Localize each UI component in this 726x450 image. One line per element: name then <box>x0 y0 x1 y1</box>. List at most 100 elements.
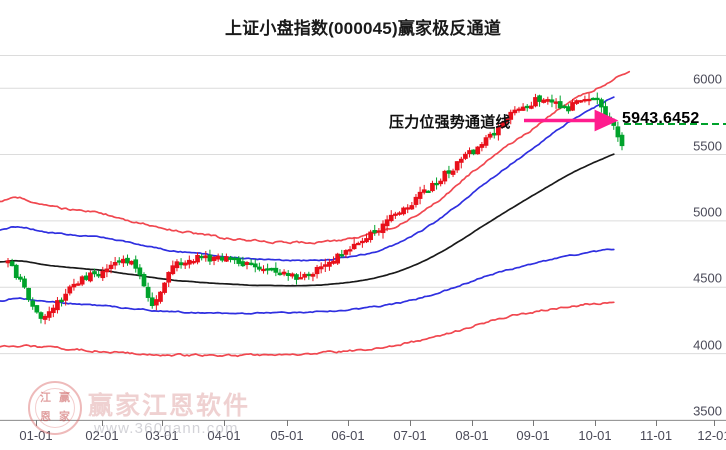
channel-bands <box>0 70 631 358</box>
candle-body-fill <box>105 269 109 272</box>
candle-body <box>269 267 275 271</box>
gridlines <box>0 87 726 420</box>
candle-body <box>372 230 378 233</box>
candle-body-fill <box>68 286 72 293</box>
candle-body-fill <box>323 264 328 267</box>
candle-body-fill <box>504 119 509 123</box>
x-axis-tick <box>714 420 715 426</box>
x-axis-tick <box>656 420 657 426</box>
x-axis-tick-label: 02-01 <box>85 428 119 443</box>
candle-body-fill <box>521 107 525 111</box>
x-axis-tick-label: 01-01 <box>19 428 53 443</box>
candle-body-fill <box>175 261 179 268</box>
candle-body <box>339 254 345 257</box>
plot-area[interactable]: 6000 5500 5000 4500 4000 3500 <box>0 55 726 420</box>
candle-body <box>30 300 36 307</box>
candle-body-fill <box>109 265 113 269</box>
candle-body-fill <box>282 272 286 274</box>
x-axis-line <box>0 420 726 421</box>
candle-body-fill <box>475 147 480 154</box>
candle-body <box>425 190 431 193</box>
candle-body <box>434 182 439 186</box>
candle-body <box>236 257 242 264</box>
candle-body-fill <box>496 127 501 135</box>
candle-body-fill <box>574 100 579 104</box>
candle-body-fill <box>47 311 52 318</box>
candle-body-fill <box>80 276 84 284</box>
candle-body <box>615 126 621 138</box>
candle-body-fill <box>397 212 402 215</box>
channel-band-line <box>0 96 615 262</box>
candle-body-fill <box>162 283 167 293</box>
candle-body <box>13 264 19 279</box>
x-axis-tick-label: 07-01 <box>393 428 427 443</box>
candle-body <box>92 271 97 275</box>
candle-body-fill <box>55 300 60 310</box>
x-axis-tick <box>224 420 225 426</box>
candle-body <box>557 101 563 109</box>
candle-body-fill <box>344 250 348 255</box>
candle-body-fill <box>513 110 517 113</box>
candle-body <box>149 297 155 307</box>
candle-body-fill <box>113 262 117 265</box>
candle-body <box>145 286 151 298</box>
candle-body <box>471 149 477 155</box>
candle-body <box>137 267 143 276</box>
y-axis-tick-label: 4000 <box>693 337 722 353</box>
x-axis-tick <box>595 420 596 426</box>
candle-body-fill <box>327 262 332 267</box>
candle-body <box>116 260 122 263</box>
candle-body-fill <box>480 144 484 148</box>
candle-body <box>619 134 625 147</box>
candle-body-fill <box>364 238 369 242</box>
candle-body-fill <box>546 99 550 102</box>
candle-body-fill <box>331 261 336 264</box>
candle-body-fill <box>381 224 385 233</box>
candle-body-fill <box>484 137 488 146</box>
page-title: 上证小盘指数(000045)赢家极反通道 <box>224 19 502 38</box>
candle-body-fill <box>385 219 389 226</box>
candle-body-fill <box>529 106 534 109</box>
candle-body-fill <box>290 274 295 276</box>
candle-body <box>96 273 102 277</box>
x-axis-tick <box>287 420 288 426</box>
candle-body-fill <box>356 243 361 245</box>
candle-body-fill <box>533 97 538 106</box>
channel-band-line <box>0 301 615 358</box>
x-axis: 01-01 02-01 03-01 04-01 05-01 06-01 07-01 08-01… <box>0 420 726 450</box>
candle-body-fill <box>129 261 134 264</box>
candle-body-fill <box>171 265 175 274</box>
candle-body <box>273 267 279 273</box>
candle-body-fill <box>315 267 319 274</box>
candle-body-fill <box>405 207 410 210</box>
candle-body <box>26 287 31 301</box>
candle-body-fill <box>467 150 472 154</box>
x-axis-tick-label: 04-01 <box>207 428 241 443</box>
candle-body <box>199 255 205 259</box>
x-axis-tick-label: 06-01 <box>331 428 365 443</box>
candle-body <box>83 275 89 280</box>
candle-body <box>133 259 139 269</box>
candle-body-fill <box>63 294 68 301</box>
candle-body <box>22 278 27 288</box>
y-axis-tick-label: 3500 <box>693 403 722 419</box>
candle-body-fill <box>302 274 307 278</box>
candle-body-fill <box>455 161 459 170</box>
candle-body <box>603 106 608 118</box>
y-axis-tick-label: 6000 <box>693 71 722 87</box>
candle-body-fill <box>393 214 398 216</box>
candle-body-fill <box>500 122 505 128</box>
candle-body <box>59 299 64 303</box>
candle-body <box>594 97 600 101</box>
candle-body-fill <box>508 112 513 120</box>
candlestick-series <box>5 92 625 325</box>
candle-body-fill <box>438 181 443 184</box>
candle-body-fill <box>76 283 80 286</box>
candle-body <box>252 263 258 268</box>
candle-body <box>549 99 555 103</box>
candle-body <box>38 312 44 319</box>
candle-body-fill <box>88 273 93 281</box>
candle-body-fill <box>158 292 163 302</box>
x-axis-tick-label: 03-01 <box>145 428 179 443</box>
x-axis-tick <box>162 420 163 426</box>
